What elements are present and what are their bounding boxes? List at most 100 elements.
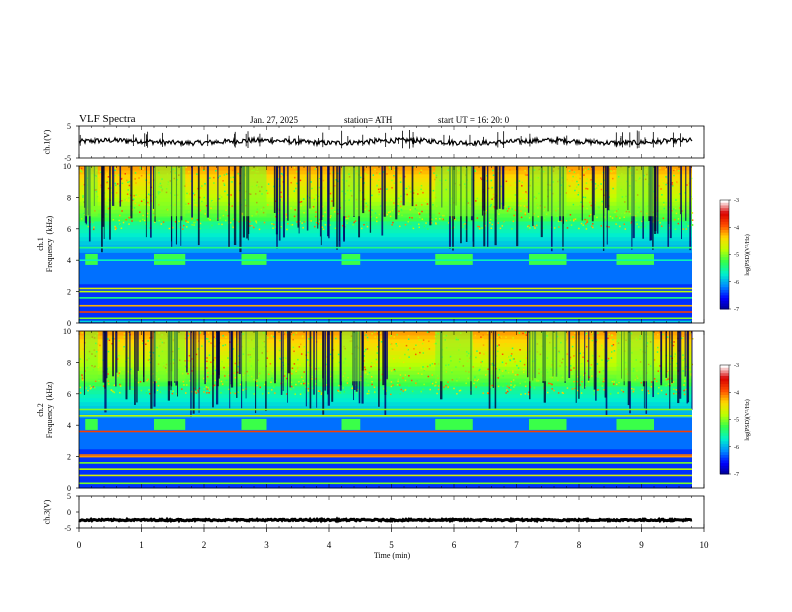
ch2-carrier-line xyxy=(79,455,692,458)
colorbar1-tick-label: -6 xyxy=(734,280,739,286)
colorbar1-cell xyxy=(720,259,729,264)
x-tick-label: 1 xyxy=(139,540,144,550)
ch1-carrier-line xyxy=(79,259,692,261)
x-tick-label: 4 xyxy=(327,540,332,550)
colorbar1-label: log(PSD)(V²/Hz) xyxy=(745,234,751,276)
colorbar1-cell xyxy=(720,229,729,234)
colorbar1-cell xyxy=(720,210,729,215)
colorbar1-cell xyxy=(720,235,729,239)
ch2-ytick-label: 6 xyxy=(67,390,71,399)
colorbar2-cell xyxy=(720,457,729,461)
ch1-carrier-line xyxy=(79,246,692,249)
colorbar2-cell xyxy=(720,422,729,426)
colorbar2-cell xyxy=(720,394,729,399)
ch2-activity-block xyxy=(529,331,567,382)
colorbar2-tick-label: -3 xyxy=(734,363,739,369)
colorbar2-cell xyxy=(720,373,729,377)
ch2-activity-block xyxy=(616,331,654,382)
colorbar2-cell xyxy=(720,427,729,431)
ch1-activity-block xyxy=(529,166,567,217)
ch1-carrier-line xyxy=(79,290,692,293)
colorbar2-cell xyxy=(720,403,729,407)
ch1-carrier-line xyxy=(79,311,692,313)
colorbar1-cell xyxy=(720,289,729,294)
colorbar2-cell xyxy=(720,435,729,440)
colorbar2-cell xyxy=(720,419,729,423)
ch2-transmitter-block xyxy=(85,418,98,430)
ch1-activity-block xyxy=(154,166,186,217)
ch1-activity-block xyxy=(435,166,473,217)
colorbar1-cell xyxy=(720,276,729,280)
ch2-ytick-label: 10 xyxy=(63,327,71,336)
ch1-voltage-ylabel: ch.1(V) xyxy=(42,129,52,155)
colorbar1-cell xyxy=(720,251,729,255)
ch1-carrier-line xyxy=(79,304,692,307)
ch2-transmitter-block xyxy=(154,418,186,430)
ch2-carrier-line xyxy=(79,474,692,477)
colorbar1-cell xyxy=(720,224,729,228)
ch1-ytick-label: 0 xyxy=(67,319,71,328)
colorbar2-tick-label: -7 xyxy=(734,472,739,478)
colorbar2-cell xyxy=(720,408,729,412)
ch3-wave-ytick-label: 5 xyxy=(67,492,71,501)
x-tick-label: 5 xyxy=(389,540,394,550)
ch2-carrier-line xyxy=(79,408,692,411)
colorbar1-tick-label: -7 xyxy=(734,307,739,313)
colorbar2-cell xyxy=(720,397,729,401)
colorbar1-cell xyxy=(720,213,729,217)
colorbar2-cell xyxy=(720,454,729,459)
colorbar2-cell xyxy=(720,405,729,410)
colorbar2-cell xyxy=(720,444,729,448)
colorbar2-cell xyxy=(720,389,729,393)
ch1-activity-block xyxy=(341,166,361,217)
colorbar2-cell xyxy=(720,433,729,437)
x-tick-label: 10 xyxy=(700,540,710,550)
colorbar2-cell xyxy=(720,430,729,434)
colorbar2-label: log(PSD)(V²/Hz) xyxy=(745,399,751,441)
colorbar2-cell xyxy=(720,414,729,418)
colorbar1-cell xyxy=(720,243,729,247)
colorbar2-tick-label: -6 xyxy=(734,445,739,451)
ch3-voltage-ylabel: ch.3(V) xyxy=(42,499,52,525)
x-tick-label: 7 xyxy=(514,540,519,550)
colorbar1-tick-label: -3 xyxy=(734,198,739,204)
x-tick-label: 6 xyxy=(452,540,457,550)
start-time-label: start UT = 16: 20: 0 xyxy=(438,115,510,125)
ch1-wave-ytick-label: -5 xyxy=(64,154,71,163)
colorbar2-cell xyxy=(720,367,729,371)
colorbar1-cell xyxy=(720,219,729,223)
ch3-wave-frame xyxy=(78,495,705,529)
ch1-ytick-label: 8 xyxy=(67,193,71,202)
colorbar2-cell xyxy=(720,441,729,445)
ch1-carrier-line xyxy=(79,287,692,290)
colorbar2-cell xyxy=(720,381,729,385)
ch2-ytick-label: 4 xyxy=(67,421,71,430)
colorbar2-cell xyxy=(720,384,729,388)
ch2-transmitter-block xyxy=(341,418,361,430)
ch3-wave-ytick-label: -5 xyxy=(64,524,71,533)
ch2-carrier-line xyxy=(79,482,692,485)
colorbar1-cell xyxy=(720,200,729,204)
ch2-activity-block xyxy=(154,331,186,382)
colorbar2-cell xyxy=(720,446,729,450)
x-tick-label: 2 xyxy=(202,540,207,550)
colorbar2-cell xyxy=(720,370,729,374)
colorbar1-cell xyxy=(720,303,729,307)
ch1-activity-block xyxy=(85,166,98,217)
ch2-ytick-label: 0 xyxy=(67,484,71,493)
colorbar2-cell xyxy=(720,392,729,396)
colorbar1-cell xyxy=(720,238,729,242)
ch2-activity-block xyxy=(85,331,98,382)
ch2-transmitter-block xyxy=(435,418,473,430)
colorbar1-cell xyxy=(720,284,729,288)
x-tick-label: 0 xyxy=(77,540,82,550)
colorbar1-cell xyxy=(720,221,729,226)
colorbar2-cell xyxy=(720,452,729,456)
ch1-frequency-ylabel: ch.1 Frequency (kHz) xyxy=(36,215,54,273)
colorbar1-cell xyxy=(720,254,729,258)
colorbar2-cell xyxy=(720,471,729,475)
colorbar1-cell xyxy=(720,295,729,299)
colorbar1-cell xyxy=(720,273,729,277)
colorbar2-cell xyxy=(720,386,729,391)
